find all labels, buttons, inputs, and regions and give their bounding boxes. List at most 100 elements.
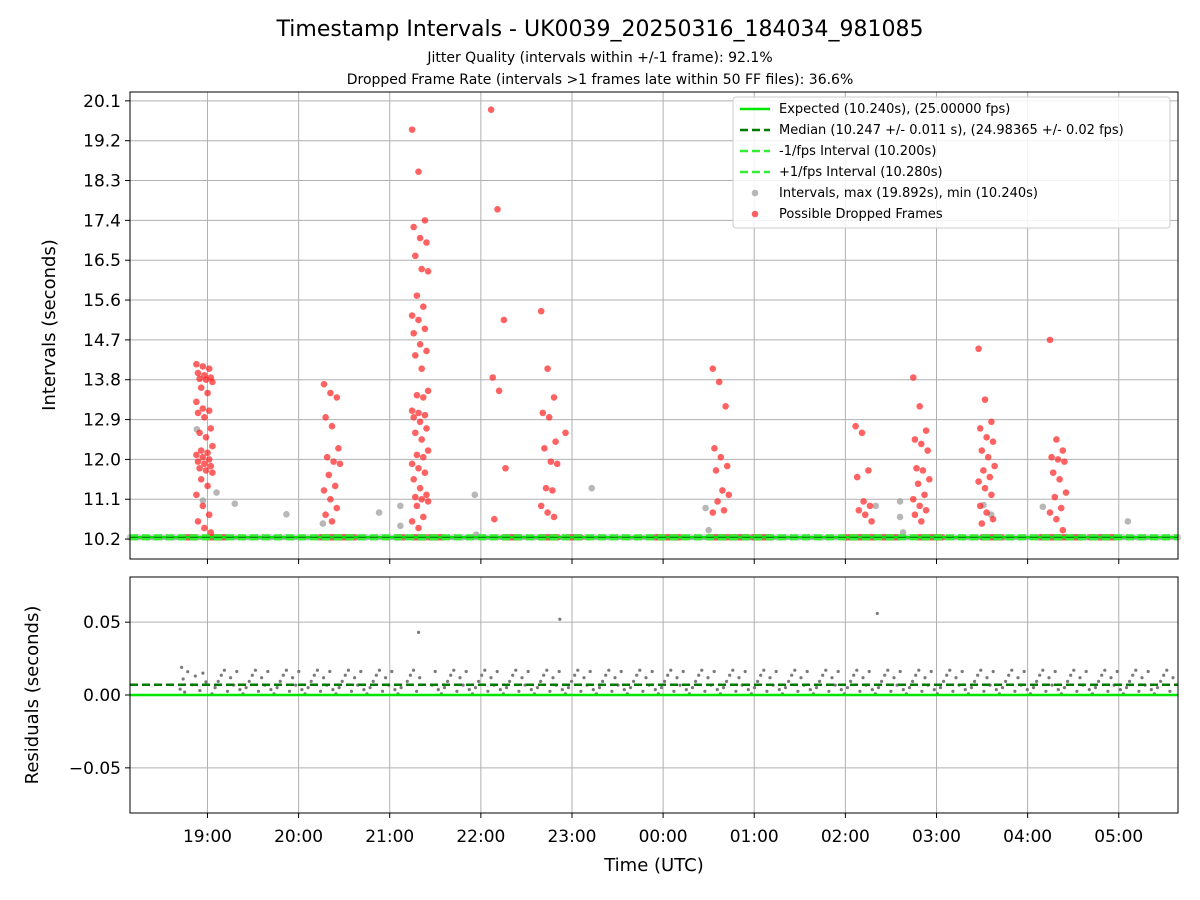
residual-point bbox=[455, 689, 459, 693]
residuals-plot: −0.05 0.00 0.05 19:00 20:00 21:00 22:00 23:00 0… bbox=[22, 576, 1179, 876]
residual-point bbox=[759, 673, 763, 677]
residual-point bbox=[1103, 668, 1107, 672]
residual-point bbox=[238, 688, 242, 692]
interval-point bbox=[231, 500, 239, 507]
dropped-frame-point bbox=[489, 374, 497, 381]
dropped-frame-point bbox=[722, 402, 729, 410]
dropped-frame-point bbox=[910, 495, 917, 503]
dropped-frame-point bbox=[421, 469, 429, 476]
residual-point bbox=[700, 668, 704, 672]
dropped-frame-point bbox=[412, 429, 419, 437]
dropped-frame-point bbox=[1057, 504, 1065, 512]
dropped-frame-point bbox=[420, 453, 427, 461]
intervals-y-tick-label: 13.8 bbox=[83, 371, 121, 391]
residual-point bbox=[213, 686, 217, 690]
residual-point bbox=[1146, 669, 1150, 674]
residual-point bbox=[1168, 689, 1172, 693]
residual-point bbox=[1149, 688, 1153, 692]
dropped-frame-point bbox=[333, 504, 341, 512]
residual-point bbox=[557, 669, 561, 674]
dropped-frame-point bbox=[421, 325, 429, 333]
dropped-frame-point bbox=[207, 529, 215, 536]
residual-point bbox=[690, 686, 695, 690]
dropped-frame-point bbox=[193, 398, 200, 406]
residual-point bbox=[483, 668, 487, 672]
legend-label-minus-fps: -1/fps Interval (10.200s) bbox=[779, 144, 936, 159]
dropped-frame-point bbox=[537, 502, 545, 510]
dropped-frame-point bbox=[1054, 456, 1062, 463]
dropped-frame-point bbox=[975, 345, 982, 353]
residual-point bbox=[266, 669, 270, 674]
residual-point bbox=[796, 689, 800, 693]
dropped-frame-point bbox=[209, 469, 216, 476]
residual-point bbox=[183, 690, 187, 694]
intervals-y-tick-label: 15.6 bbox=[83, 291, 121, 311]
dropped-frame-point bbox=[983, 509, 990, 516]
residual-point bbox=[659, 686, 664, 690]
residual-point bbox=[787, 679, 791, 684]
residual-outlier-point bbox=[416, 630, 421, 634]
dropped-frame-point bbox=[201, 524, 208, 532]
residual-point bbox=[467, 688, 471, 692]
residual-point bbox=[976, 673, 980, 677]
residual-point bbox=[461, 683, 465, 687]
dropped-frame-point bbox=[913, 464, 920, 472]
intervals-y-tick-label: 14.7 bbox=[83, 331, 121, 351]
dropped-frame-point bbox=[547, 458, 555, 465]
dropped-frame-point bbox=[541, 445, 548, 452]
residual-point bbox=[349, 689, 354, 693]
dropped-frame-point bbox=[924, 447, 931, 454]
dropped-frame-point bbox=[491, 515, 498, 523]
residual-point bbox=[545, 668, 549, 672]
residual-point bbox=[1106, 689, 1110, 693]
residual-point bbox=[960, 669, 964, 674]
residual-point bbox=[945, 673, 949, 677]
interval-point bbox=[872, 502, 880, 510]
intervals-y-tick-label: 12.0 bbox=[83, 450, 121, 470]
residual-point bbox=[294, 683, 298, 687]
residual-point bbox=[1062, 686, 1067, 690]
interval-point bbox=[588, 484, 596, 492]
dropped-frame-point bbox=[205, 511, 213, 519]
interval-point bbox=[397, 522, 404, 530]
residual-point bbox=[777, 688, 781, 692]
dropped-frame-point bbox=[976, 425, 984, 432]
residual-point bbox=[222, 668, 226, 672]
residual-point bbox=[539, 679, 543, 684]
dropped-frame-point bbox=[199, 453, 207, 461]
residual-outlier-point bbox=[558, 617, 562, 621]
residual-point bbox=[235, 669, 239, 674]
dropped-frame-point bbox=[207, 425, 215, 432]
residual-point bbox=[1035, 679, 1039, 684]
dropped-frame-point bbox=[720, 507, 728, 514]
residual-point bbox=[504, 686, 509, 690]
dropped-frame-point bbox=[717, 453, 725, 461]
residual-point bbox=[880, 679, 884, 684]
residual-point bbox=[458, 676, 462, 680]
dropped-frame-point bbox=[320, 380, 328, 388]
dropped-frame-point bbox=[978, 447, 986, 454]
residual-point bbox=[489, 676, 493, 680]
residual-point bbox=[368, 686, 372, 690]
residual-point bbox=[300, 688, 304, 692]
residual-point bbox=[256, 689, 261, 693]
residual-point bbox=[948, 668, 952, 672]
residual-point bbox=[337, 686, 341, 690]
dropped-frame-point bbox=[194, 518, 202, 525]
residual-point bbox=[542, 673, 546, 677]
residual-point bbox=[374, 673, 378, 677]
residual-point bbox=[994, 688, 998, 692]
residual-point bbox=[644, 676, 648, 680]
residual-point bbox=[675, 676, 679, 680]
dropped-frame-point bbox=[545, 414, 553, 421]
dropped-frame-point bbox=[853, 473, 861, 481]
dropped-frame-point bbox=[416, 341, 424, 348]
dropped-frame-point bbox=[196, 464, 203, 472]
residual-point bbox=[178, 687, 182, 691]
residual-point bbox=[619, 669, 623, 674]
residual-point bbox=[808, 688, 812, 692]
residual-point bbox=[287, 689, 292, 693]
dropped-frame-point bbox=[976, 502, 984, 510]
dropped-frame-point bbox=[423, 491, 430, 499]
dropped-frame-point bbox=[981, 396, 989, 403]
